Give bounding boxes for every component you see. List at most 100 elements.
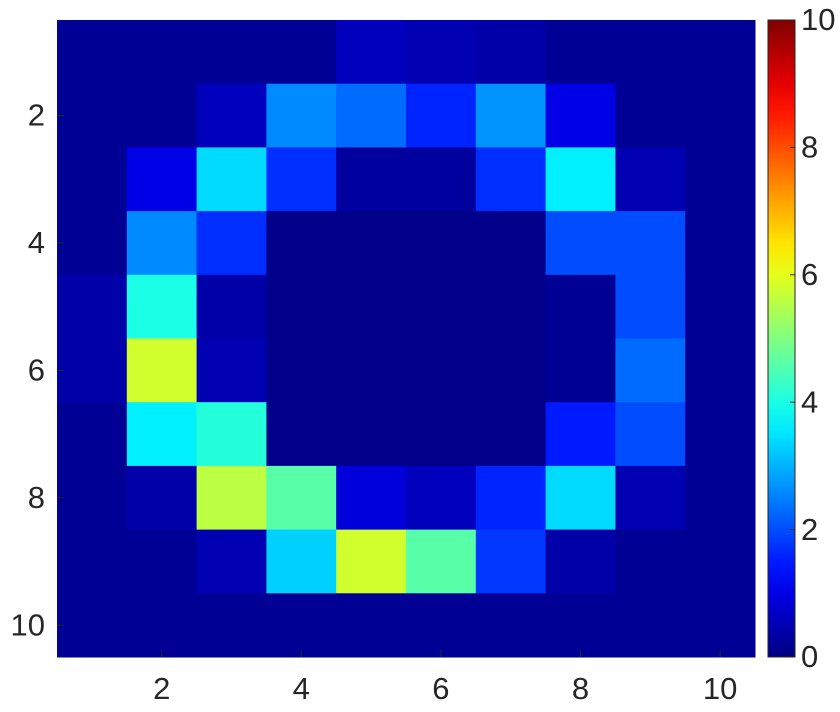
heatmap-cell bbox=[57, 529, 128, 594]
heatmap-cell bbox=[126, 83, 198, 148]
heatmap-cell bbox=[615, 211, 686, 276]
y-tick-label: 2 bbox=[28, 98, 45, 133]
colorbar-tick-label: 4 bbox=[801, 384, 818, 419]
heatmap-cell bbox=[266, 211, 337, 276]
heatmap-cell bbox=[475, 593, 547, 658]
heatmap-cell bbox=[545, 147, 616, 212]
heatmap-cell bbox=[545, 465, 616, 531]
heatmap-cell bbox=[615, 147, 686, 212]
heatmap-cell bbox=[196, 402, 267, 467]
heatmap-cell bbox=[57, 274, 128, 339]
colorbar-tick-label: 2 bbox=[801, 512, 818, 547]
colorbar-tick-label: 10 bbox=[801, 2, 835, 37]
heatmap-cell bbox=[266, 274, 337, 339]
colorbar-tick-label: 0 bbox=[801, 639, 818, 674]
y-tick-label: 8 bbox=[28, 480, 45, 515]
heatmap-cell bbox=[475, 20, 547, 85]
y-tick-label: 6 bbox=[28, 353, 45, 388]
heatmap-cell bbox=[406, 83, 477, 148]
heatmap-cell bbox=[545, 338, 616, 403]
heatmap-cell bbox=[685, 465, 756, 531]
heatmap-cell bbox=[685, 338, 756, 403]
heatmap-cell bbox=[266, 402, 337, 467]
heatmap-cell bbox=[57, 593, 128, 658]
heatmap-cell bbox=[126, 593, 198, 658]
heatmap-cell bbox=[475, 211, 547, 276]
heatmap-cell bbox=[266, 465, 337, 531]
heatmap-cell bbox=[196, 211, 267, 276]
heatmap-cell bbox=[336, 83, 407, 148]
y-tick-label: 10 bbox=[11, 607, 45, 642]
colorbar-tick-label: 8 bbox=[801, 130, 818, 165]
heatmap-cell bbox=[336, 593, 407, 658]
heatmap-cell bbox=[57, 338, 128, 403]
heatmap-cell bbox=[126, 529, 198, 594]
heatmap-cell bbox=[475, 274, 547, 339]
heatmap-cell bbox=[685, 593, 756, 658]
heatmap-cell bbox=[685, 402, 756, 467]
heatmap-cell bbox=[685, 529, 756, 594]
heatmap-cell bbox=[336, 338, 407, 403]
x-tick-label: 2 bbox=[153, 671, 170, 706]
heatmap-cell bbox=[545, 20, 616, 85]
heatmap-cell bbox=[545, 529, 616, 594]
heatmap-cell bbox=[126, 20, 198, 85]
heatmap-cell bbox=[406, 211, 477, 276]
colorbar-tick-label: 6 bbox=[801, 257, 818, 292]
heatmap-cell bbox=[336, 402, 407, 467]
heatmap-cell bbox=[406, 338, 477, 403]
heatmap-cell bbox=[126, 211, 198, 276]
heatmap-cell bbox=[406, 20, 477, 85]
heatmap-cell bbox=[406, 147, 477, 212]
heatmap-cell bbox=[57, 211, 128, 276]
heatmap-cell bbox=[685, 211, 756, 276]
heatmap-cell bbox=[196, 338, 267, 403]
heatmap-cell bbox=[266, 593, 337, 658]
heatmap-cell bbox=[545, 211, 616, 276]
heatmap-cell bbox=[475, 529, 547, 594]
heatmap-cell bbox=[126, 147, 198, 212]
heatmap-cell bbox=[475, 402, 547, 467]
heatmap-cell bbox=[685, 20, 756, 85]
heatmap-cell bbox=[336, 274, 407, 339]
heatmap-cell bbox=[475, 147, 547, 212]
heatmap-cell bbox=[336, 529, 407, 594]
heatmap-cell bbox=[126, 402, 198, 467]
heatmap-cell bbox=[406, 465, 477, 531]
heatmap-cell bbox=[406, 593, 477, 658]
heatmap-cell bbox=[266, 338, 337, 403]
heatmap-cell bbox=[196, 529, 267, 594]
heatmap-cell bbox=[685, 147, 756, 212]
heatmap-cell bbox=[685, 274, 756, 339]
heatmap-cell bbox=[475, 465, 547, 531]
colorbar bbox=[767, 19, 796, 658]
heatmap-cell bbox=[615, 402, 686, 467]
heatmap-cell bbox=[615, 529, 686, 594]
heatmap-cell bbox=[615, 83, 686, 148]
heatmap-cell bbox=[336, 147, 407, 212]
heatmap-cell bbox=[57, 147, 128, 212]
heatmap-cell bbox=[406, 402, 477, 467]
x-tick-label: 10 bbox=[703, 671, 737, 706]
x-tick-label: 4 bbox=[293, 671, 310, 706]
heatmap-cell bbox=[545, 593, 616, 658]
x-tick-label: 6 bbox=[432, 671, 449, 706]
heatmap-cell bbox=[126, 274, 198, 339]
heatmap-cell bbox=[266, 20, 337, 85]
heatmap-cell bbox=[57, 20, 128, 85]
heatmap-cell bbox=[336, 465, 407, 531]
heatmap-cell bbox=[266, 83, 337, 148]
heatmap-cell bbox=[196, 593, 267, 658]
heatmap-cell bbox=[615, 338, 686, 403]
heatmap-cell bbox=[685, 83, 756, 148]
heatmap-cell bbox=[126, 465, 198, 531]
heatmap-cell bbox=[266, 529, 337, 594]
heatmap-cell bbox=[336, 20, 407, 85]
heatmap-cell bbox=[615, 274, 686, 339]
heatmap-cell bbox=[196, 20, 267, 85]
heatmap-cell bbox=[545, 402, 616, 467]
heatmap-cell bbox=[57, 402, 128, 467]
heatmap-cell bbox=[196, 147, 267, 212]
heatmap-cell bbox=[336, 211, 407, 276]
